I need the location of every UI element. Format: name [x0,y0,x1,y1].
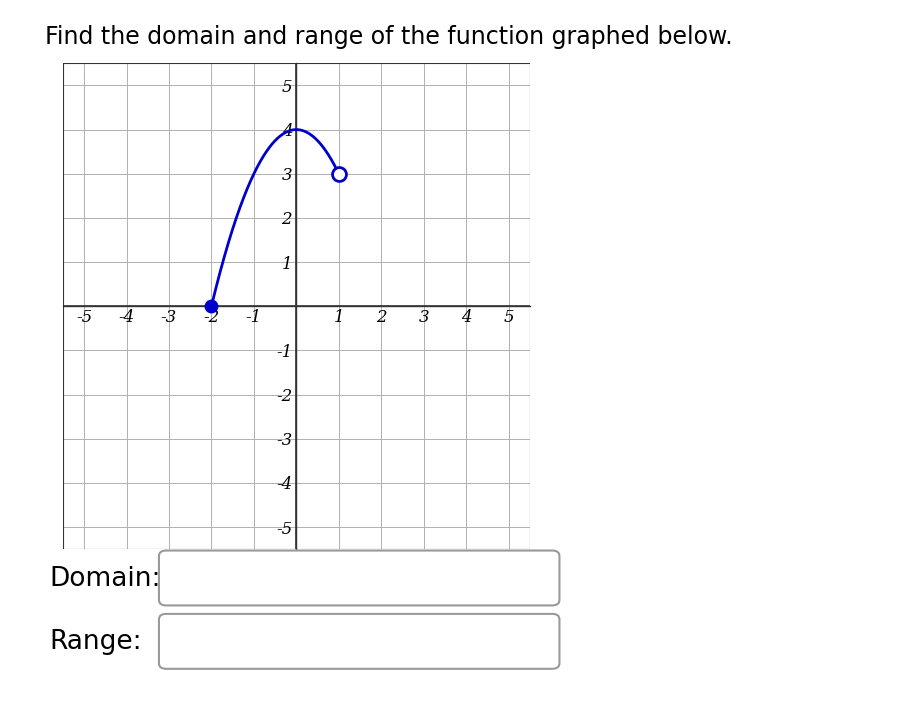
Text: Range:: Range: [49,629,142,655]
Text: Find the domain and range of the function graphed below.: Find the domain and range of the functio… [45,25,733,49]
Text: Domain:: Domain: [49,566,161,591]
FancyBboxPatch shape [159,614,559,669]
FancyBboxPatch shape [159,551,559,605]
